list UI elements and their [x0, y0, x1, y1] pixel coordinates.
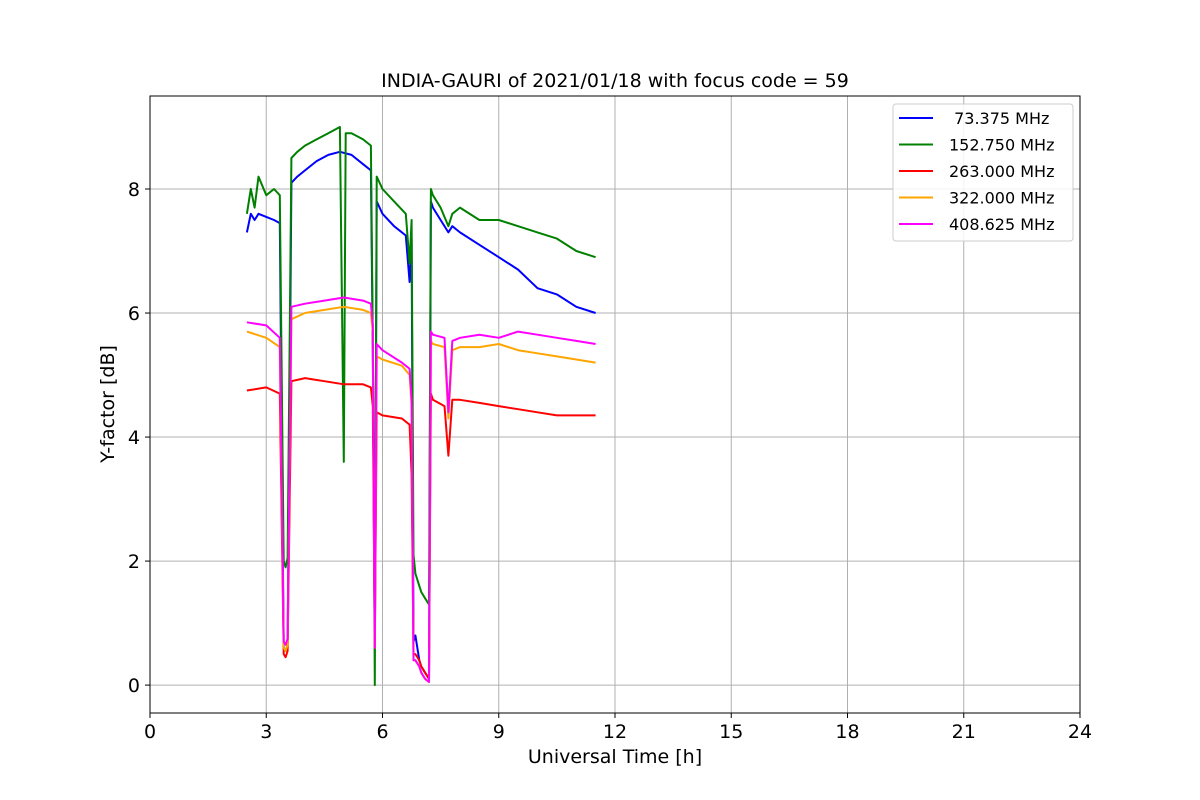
- series-lines: [245, 126, 596, 687]
- y-axis-label: Y-factor [dB]: [97, 345, 119, 464]
- legend-label: 152.750 MHz: [949, 136, 1054, 155]
- x-tick-label: 0: [144, 721, 156, 743]
- x-tick-label: 18: [835, 721, 859, 743]
- legend-label: 73.375 MHz: [949, 109, 1049, 128]
- legend: 73.375 MHz 152.750 MHz 263.000 MHz 322.000 …: [892, 103, 1074, 242]
- x-tick-label: 15: [719, 721, 743, 743]
- legend-box: [892, 103, 1074, 242]
- x-tick-label: 24: [1068, 721, 1092, 743]
- x-tick-label: 3: [260, 721, 272, 743]
- legend-label: 322.000 MHz: [949, 189, 1054, 208]
- x-tick-label: 21: [952, 721, 976, 743]
- series-line: [245, 126, 596, 687]
- y-tick-label: 0: [128, 675, 140, 697]
- x-tick-label: 12: [603, 721, 627, 743]
- y-tick-label: 4: [128, 427, 140, 449]
- x-axis-label: Universal Time [h]: [528, 746, 702, 768]
- x-tick-label: 9: [493, 721, 505, 743]
- legend-label: 408.625 MHz: [949, 215, 1054, 234]
- y-tick-label: 6: [128, 303, 140, 325]
- y-tick-label: 8: [128, 179, 140, 201]
- x-tick-label: 6: [376, 721, 388, 743]
- legend-label: 263.000 MHz: [949, 162, 1054, 181]
- y-tick-label: 2: [128, 551, 140, 573]
- chart-title: INDIA-GAURI of 2021/01/18 with focus cod…: [381, 70, 849, 92]
- series-line: [246, 296, 596, 683]
